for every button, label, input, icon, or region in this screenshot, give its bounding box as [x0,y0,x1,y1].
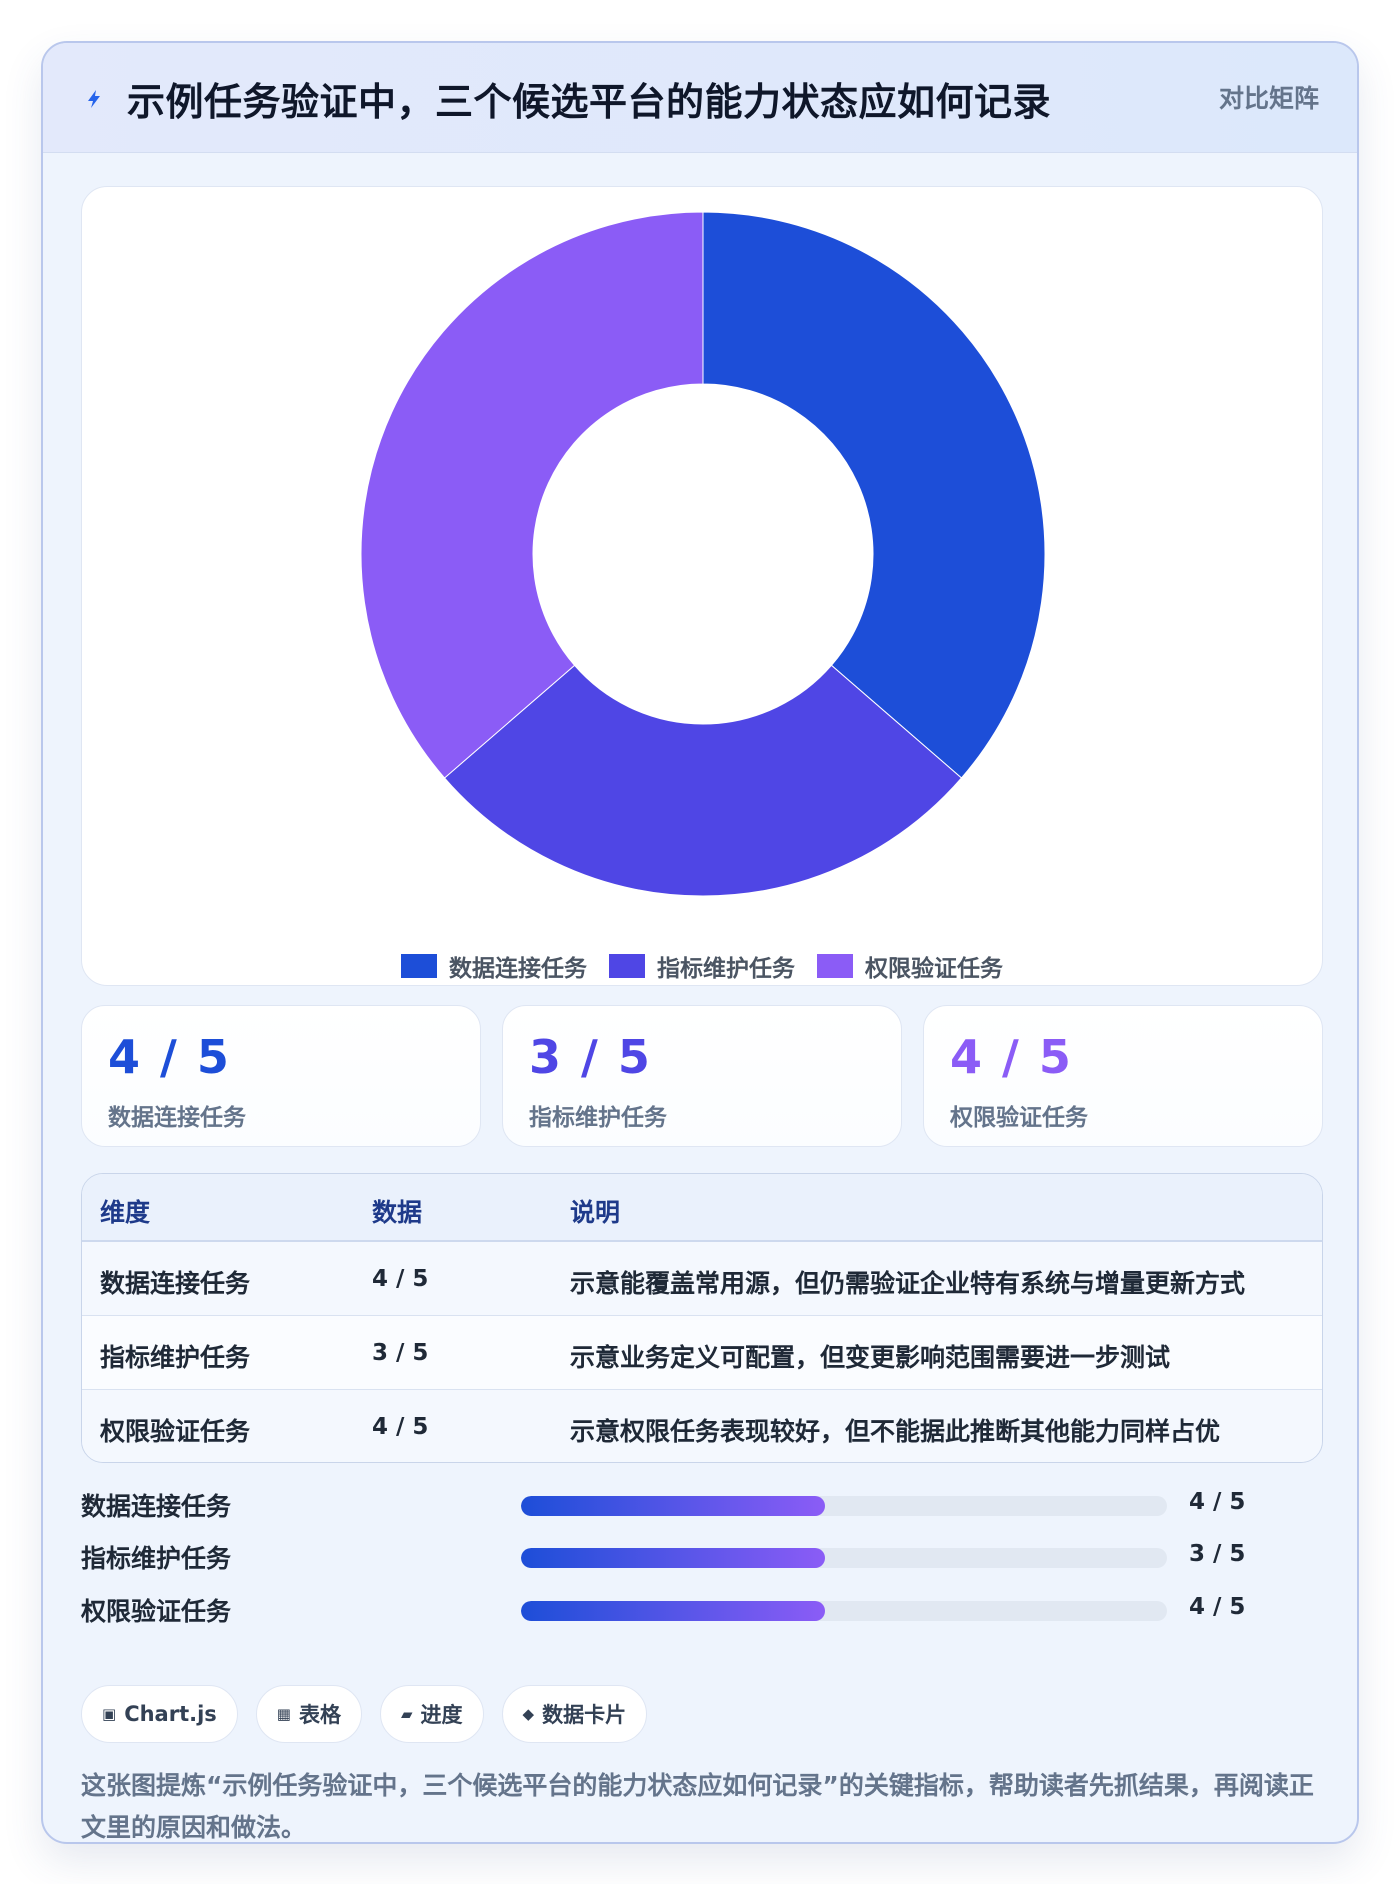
legend-swatch [817,954,853,978]
table-header-cell: 说明 [570,1198,621,1227]
chart-panel: 数据连接任务 指标维护任务 权限验证任务 [81,186,1323,986]
diamond-icon: ◆ [522,1705,535,1723]
tag-label: 表格 [298,1703,341,1727]
progress-label: 权限验证任务 [81,1597,232,1626]
stat-label: 数据连接任务 [108,1105,246,1131]
table-header-cell: 数据 [372,1198,423,1227]
progress-track [521,1601,1167,1621]
progress-value: 4 / 5 [1189,1489,1246,1515]
donut-chart [360,211,1046,897]
progress-row: 数据连接任务 4 / 5 [81,1483,1323,1523]
stat-value: 3 / 5 [529,1030,652,1084]
table-header-cell: 维度 [100,1198,151,1227]
chart-icon: ▣ [102,1705,117,1723]
donut-slice[interactable] [360,211,704,779]
legend-swatch [609,954,645,978]
table-row: 指标维护任务 3 / 5 示意业务定义可配置，但变更影响范围需要进一步测试 [82,1316,1322,1390]
progress-fill [521,1496,825,1516]
progress-label: 数据连接任务 [81,1492,232,1521]
legend-item[interactable]: 指标维护任务 [609,949,795,983]
table-cell: 数据连接任务 [100,1269,251,1298]
progress-track [521,1548,1167,1568]
legend-item[interactable]: 权限验证任务 [817,949,1003,983]
stat-cards: 4 / 5 数据连接任务 3 / 5 指标维护任务 4 / 5 权限验证任务 [81,1005,1323,1147]
progress-icon: ▰ [400,1705,413,1723]
chart-legend: 数据连接任务 指标维护任务 权限验证任务 [82,949,1322,983]
progress-fill [521,1601,825,1621]
table-header-row: 维度 数据 说明 [82,1174,1322,1242]
progress-row: 权限验证任务 4 / 5 [81,1588,1323,1628]
tag-data-card[interactable]: ◆ 数据卡片 [501,1685,648,1743]
tag-chartjs[interactable]: ▣ Chart.js [81,1685,238,1743]
table-cell: 3 / 5 [372,1340,429,1366]
stat-card: 4 / 5 权限验证任务 [923,1005,1323,1147]
stat-label: 指标维护任务 [529,1105,667,1131]
tag-label: 数据卡片 [542,1703,627,1727]
legend-label: 权限验证任务 [865,956,1003,982]
donut-slice[interactable] [443,664,963,897]
stat-label: 权限验证任务 [950,1105,1088,1131]
progress-label: 指标维护任务 [81,1544,232,1573]
stat-card: 3 / 5 指标维护任务 [502,1005,902,1147]
progress-track [521,1496,1167,1516]
progress-value: 4 / 5 [1189,1594,1246,1620]
infographic-card: 示例任务验证中，三个候选平台的能力状态应如何记录 对比矩阵 数据连接任务 指标维… [41,41,1359,1844]
table-cell: 4 / 5 [372,1266,429,1292]
tag-table[interactable]: ▦ 表格 [255,1685,362,1743]
footer-note: 这张图提炼“示例任务验证中，三个候选平台的能力状态应如何记录”的关键指标，帮助读… [81,1771,1314,1842]
stat-card: 4 / 5 数据连接任务 [81,1005,481,1147]
progress-row: 指标维护任务 3 / 5 [81,1535,1323,1575]
table-cell: 权限验证任务 [100,1417,251,1446]
card-header: 示例任务验证中，三个候选平台的能力状态应如何记录 对比矩阵 [43,43,1357,153]
stat-value: 4 / 5 [950,1030,1073,1084]
tag-progress[interactable]: ▰ 进度 [379,1685,484,1743]
header-badge: 对比矩阵 [1218,84,1319,113]
table-cell: 示意业务定义可配置，但变更影响范围需要进一步测试 [570,1343,1171,1372]
tag-list: ▣ Chart.js ▦ 表格 ▰ 进度 ◆ 数据卡片 [81,1685,648,1743]
stat-value: 4 / 5 [108,1030,231,1084]
page-title: 示例任务验证中，三个候选平台的能力状态应如何记录 [127,80,1052,124]
progress-fill [521,1548,825,1568]
table-icon: ▦ [276,1705,291,1723]
legend-swatch [401,954,437,978]
donut-slice[interactable] [702,211,1046,779]
legend-item[interactable]: 数据连接任务 [401,949,587,983]
table-cell: 示意能覆盖常用源，但仍需验证企业特有系统与增量更新方式 [570,1269,1246,1298]
legend-label: 数据连接任务 [449,956,587,982]
table-cell: 4 / 5 [372,1414,429,1440]
progress-value: 3 / 5 [1189,1541,1246,1567]
tag-label: 进度 [420,1703,463,1727]
table-row: 权限验证任务 4 / 5 示意权限任务表现较好，但不能据此推断其他能力同样占优 [82,1390,1322,1462]
progress-bars: 数据连接任务 4 / 5 指标维护任务 3 / 5 权限验证任务 4 / 5 [81,1483,1323,1653]
data-table: 维度 数据 说明 数据连接任务 4 / 5 示意能覆盖常用源，但仍需验证企业特有… [81,1173,1323,1463]
lightning-icon [88,90,100,108]
table-cell: 示意权限任务表现较好，但不能据此推断其他能力同样占优 [570,1417,1221,1446]
table-row: 数据连接任务 4 / 5 示意能覆盖常用源，但仍需验证企业特有系统与增量更新方式 [82,1242,1322,1316]
table-cell: 指标维护任务 [100,1343,251,1372]
tag-label: Chart.js [124,1702,217,1726]
legend-label: 指标维护任务 [657,956,795,982]
